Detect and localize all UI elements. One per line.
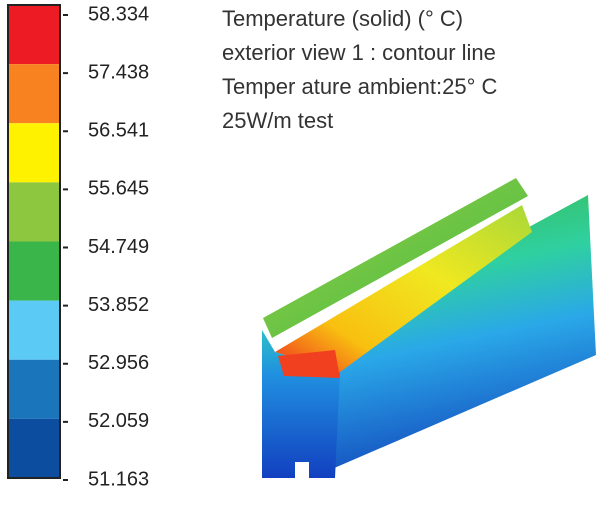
header: Temperature (solid) (° C) exterior view 1…: [222, 6, 497, 133]
top-rail: [263, 178, 528, 338]
legend-band: [8, 359, 60, 419]
legend-band: [8, 123, 60, 183]
legend-label: 53.852: [88, 294, 149, 316]
header-line: Temper ature ambient:25° C: [222, 74, 497, 99]
notch: [295, 462, 309, 478]
legend-band: [8, 300, 60, 360]
legend-label: 54.749: [88, 236, 149, 258]
legend-label: 52.956: [88, 352, 149, 374]
header-line: Temperature (solid) (° C): [222, 6, 463, 31]
legend-band: [8, 5, 60, 65]
side-wall: [325, 195, 596, 472]
legend-label: 57.438: [88, 61, 149, 83]
header-line: 25W/m test: [222, 108, 333, 133]
legend-band: [8, 241, 60, 301]
legend-band: [8, 418, 60, 478]
legend-band: [8, 64, 60, 124]
legend-label: 55.645: [88, 178, 149, 200]
legend-label: 52.059: [88, 410, 149, 432]
header-line: exterior view 1 : contour line: [222, 40, 496, 65]
legend-label: 58.334: [88, 3, 149, 25]
legend-band: [8, 182, 60, 242]
legend-border: [7, 4, 61, 479]
legend-label: 56.541: [88, 120, 149, 142]
model-render: [262, 178, 596, 478]
color-legend: 58.334 57.438 56.541 55.645 54.749 53.852 52.9…: [7, 3, 149, 490]
legend-label: 51.163: [88, 468, 149, 490]
channel: [275, 205, 532, 372]
hot-spot: [278, 350, 340, 378]
